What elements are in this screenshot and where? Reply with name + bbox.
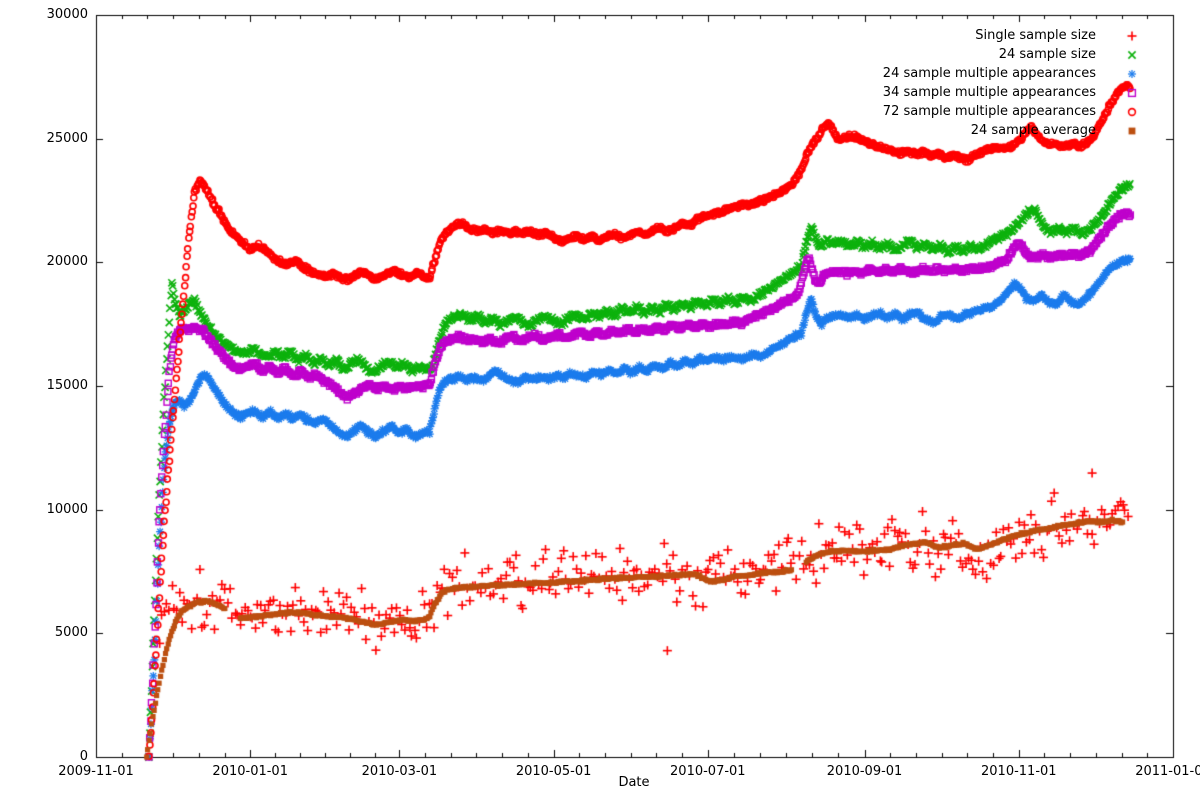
chart-canvas [0, 0, 1200, 800]
gnuplot-chart: Date 2009-11-01 2010-01-01 2010-03-01 2010-… [0, 0, 1200, 800]
